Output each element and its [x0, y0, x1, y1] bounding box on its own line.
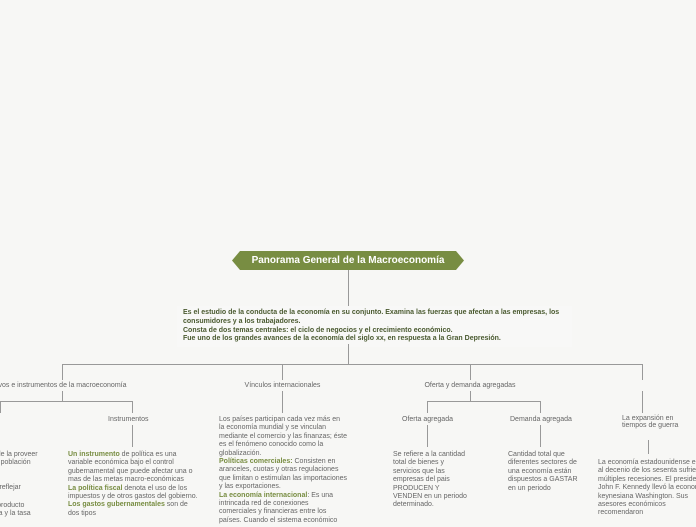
connector-line	[282, 391, 283, 413]
sub-label: Oferta agregada	[402, 416, 457, 423]
description-node: Es el estudio de la conducta de la econo…	[177, 306, 572, 347]
branch-label: vos e instrumentos de la macroeconomía	[0, 382, 135, 389]
sub-label: Demanda agregada	[510, 416, 575, 423]
connector-line	[62, 364, 63, 380]
branch-label: La expansión en tiempos de guerra	[622, 415, 682, 429]
keyword: Un instrumento	[68, 451, 120, 458]
connector-line	[427, 401, 540, 402]
connector-line	[62, 391, 63, 401]
branch-label: Oferta y demanda agregadas	[415, 382, 525, 389]
connector-line	[0, 401, 1, 413]
text-block: Un instrumento de política es una variab…	[68, 451, 200, 518]
keyword: Los gastos gubernamentales	[68, 501, 165, 508]
connector-line	[540, 425, 541, 447]
connector-line	[470, 364, 471, 380]
text-block: Los países participan cada vez más en la…	[219, 416, 347, 525]
desc-line3: Fue uno de los grandes avances de la eco…	[183, 335, 566, 344]
branch-label: Vínculos internacionales	[230, 382, 335, 389]
text-block: Cantidad total que diferentes sectores d…	[508, 451, 578, 493]
text-block: nde a reflejar	[0, 484, 40, 492]
connector-line	[642, 364, 643, 380]
keyword: La economía internacional	[219, 492, 307, 499]
connector-line	[132, 401, 133, 413]
title-node: Panorama General de la Macroeconomía	[232, 251, 464, 270]
text-block: La economía estadounidense entro al dece…	[598, 459, 696, 518]
desc-line1: Es el estudio de la conducta de la econo…	[183, 309, 566, 327]
text: nde a reflejar	[0, 484, 21, 491]
connector-line	[648, 440, 649, 454]
text-block: do el producto hace la y la tasa de	[0, 502, 40, 527]
connector-line	[348, 344, 349, 364]
text-block: cimo de la proveer de los población	[0, 451, 40, 468]
connector-line	[62, 364, 642, 365]
desc-line2: Consta de dos temas centrales: el ciclo …	[183, 327, 566, 336]
connector-line	[132, 425, 133, 447]
connector-line	[282, 364, 283, 380]
sub-label: Instrumentos	[108, 416, 163, 423]
connector-line	[642, 391, 643, 413]
text-block: Se refiere a la cantidad total de bienes…	[393, 451, 468, 510]
connector-line	[427, 425, 428, 447]
connector-line	[348, 270, 349, 306]
mindmap-canvas: Panorama General de la Macroeconomía Es …	[0, 0, 696, 520]
text: do el producto hace la y la tasa de	[0, 502, 31, 526]
keyword: Políticas comerciales:	[219, 458, 293, 465]
text: cimo de la proveer de los población	[0, 451, 38, 466]
text: Los países participan cada vez más en la…	[219, 416, 347, 457]
keyword: La política fiscal	[68, 485, 122, 492]
connector-line	[0, 401, 132, 402]
connector-line	[427, 401, 428, 413]
connector-line	[470, 391, 471, 401]
connector-line	[540, 401, 541, 413]
